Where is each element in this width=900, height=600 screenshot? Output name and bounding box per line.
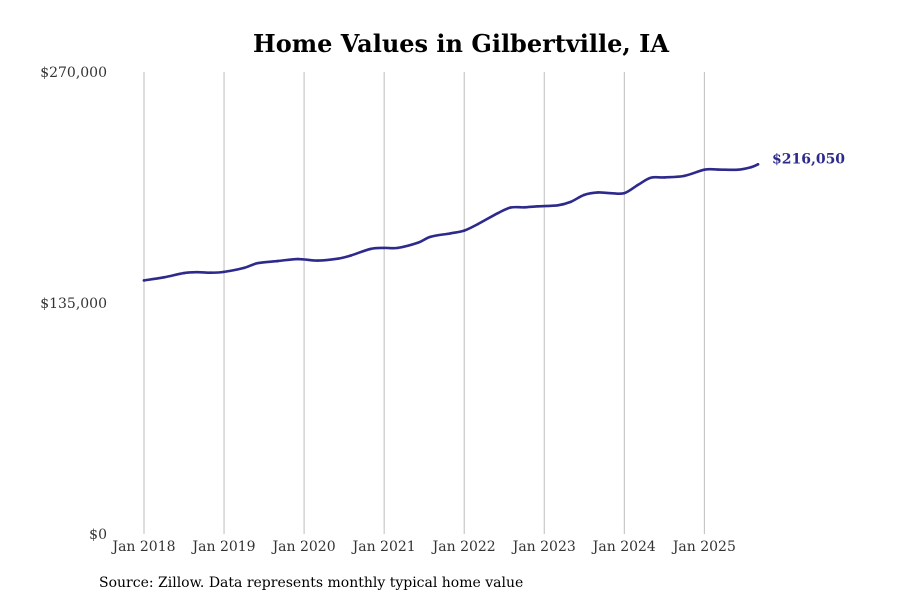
data-point <box>296 257 300 261</box>
y-tick-label: $270,000 <box>40 65 107 81</box>
data-point <box>222 270 226 274</box>
x-tick-label: Jan 2024 <box>591 539 656 555</box>
data-point <box>756 163 760 166</box>
x-tick-label: Jan 2022 <box>431 539 496 555</box>
data-point <box>736 168 740 171</box>
x-tick-label: Jan 2020 <box>271 539 336 555</box>
data-point <box>369 247 372 251</box>
data-point <box>536 205 540 208</box>
data-point <box>242 266 246 270</box>
data-point <box>449 232 452 235</box>
data-point <box>349 254 352 257</box>
data-point <box>683 174 686 178</box>
x-tick-label: Jan 2018 <box>110 539 175 555</box>
data-point <box>162 276 166 279</box>
data-point <box>509 206 512 209</box>
data-point <box>336 257 340 260</box>
x-axis-ticks: Jan 2018 Jan 2019 Jan 2020 Jan 2021 Jan 2022… <box>110 539 735 555</box>
data-point <box>582 193 586 197</box>
data-point <box>716 168 720 171</box>
x-tick-label: Jan 2023 <box>511 539 576 555</box>
series-line <box>142 163 760 282</box>
data-point <box>703 168 706 171</box>
data-point <box>749 166 753 169</box>
series-layer: $216,050 <box>142 151 845 282</box>
data-point <box>256 261 259 265</box>
chart-title: Home Values in Gilbertville, IA <box>253 29 669 58</box>
vertical-gridlines <box>143 72 705 534</box>
data-point <box>649 176 653 180</box>
data-point <box>476 222 480 226</box>
data-point <box>429 235 432 239</box>
data-point <box>496 211 500 215</box>
data-point <box>316 259 320 262</box>
y-tick-label: $135,000 <box>40 296 107 312</box>
data-point <box>209 271 212 275</box>
data-point <box>276 259 279 263</box>
x-tick-label: Jan 2021 <box>351 539 416 555</box>
source-note: Source: Zillow. Data represents monthly … <box>99 575 523 591</box>
x-tick-label: Jan 2019 <box>191 539 256 555</box>
data-point <box>556 204 560 207</box>
data-point <box>569 200 572 204</box>
data-point <box>182 271 186 275</box>
data-point <box>196 270 199 274</box>
data-point <box>462 229 466 232</box>
data-point <box>636 183 640 187</box>
end-value-label: $216,050 <box>772 151 845 167</box>
y-axis-ticks: $0 $135,000 $270,000 <box>40 65 107 543</box>
data-point <box>382 246 386 250</box>
data-point <box>609 191 612 195</box>
data-point <box>663 176 666 179</box>
data-point <box>596 191 600 194</box>
data-point <box>416 241 420 245</box>
data-point <box>396 246 400 250</box>
data-point <box>623 191 626 195</box>
x-tick-label: Jan 2025 <box>671 539 736 555</box>
data-point <box>522 206 526 209</box>
y-tick-label: $0 <box>89 527 107 543</box>
data-point <box>142 279 146 282</box>
